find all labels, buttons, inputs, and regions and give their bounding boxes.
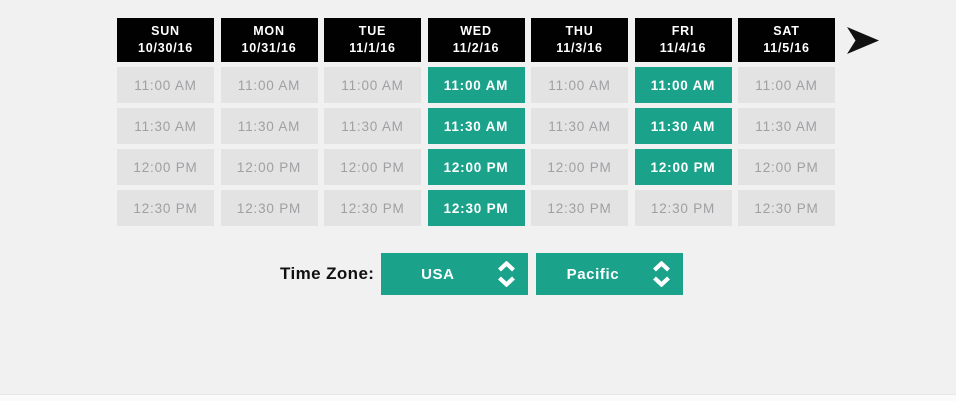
day-name: MON: [253, 24, 285, 39]
time-slot-wed-1200pm[interactable]: 12:00 PM: [427, 149, 525, 185]
updown-chevrons-icon: [498, 261, 516, 287]
time-slot-fri-1230pm[interactable]: 12:30 PM: [634, 190, 732, 226]
time-slot-mon-1130am[interactable]: 11:30 AM: [220, 108, 318, 144]
time-slot-thu-1230pm[interactable]: 12:30 PM: [531, 190, 628, 226]
time-slot-mon-1100am[interactable]: 11:00 AM: [220, 67, 318, 103]
timezone-region-select[interactable]: Pacific: [536, 253, 684, 295]
time-slot-sat-1230pm[interactable]: 12:30 PM: [738, 190, 835, 226]
day-header-sat: SAT 11/5/16: [738, 18, 835, 62]
next-week-button[interactable]: [847, 27, 879, 54]
day-name: WED: [460, 24, 492, 39]
day-date: 10/31/16: [241, 41, 297, 55]
day-header-fri: FRI 11/4/16: [634, 18, 732, 62]
time-slot-mon-1200pm[interactable]: 12:00 PM: [220, 149, 318, 185]
time-slot-fri-1130am[interactable]: 11:30 AM: [634, 108, 732, 144]
timezone-country-value: USA: [421, 265, 455, 283]
day-name: FRI: [671, 24, 695, 39]
time-slot-wed-1100am[interactable]: 11:00 AM: [427, 67, 525, 103]
timezone-label: Time Zone:: [280, 264, 375, 283]
time-slot-tue-1130am[interactable]: 11:30 AM: [324, 108, 421, 144]
day-date: 11/5/16: [763, 41, 810, 55]
time-slot-thu-1130am[interactable]: 11:30 AM: [531, 108, 628, 144]
time-slot-wed-1130am[interactable]: 11:30 AM: [427, 108, 525, 144]
day-date: 11/3/16: [556, 41, 603, 55]
time-slot-sun-1130am[interactable]: 11:30 AM: [117, 108, 214, 144]
schedule-widget: SUN 10/30/16 MON 10/31/16 TUE 11/1/16 WED 11/2/…: [117, 18, 879, 226]
time-slot-sun-1200pm[interactable]: 12:00 PM: [117, 149, 214, 185]
time-slot-sat-1130am[interactable]: 11:30 AM: [738, 108, 835, 144]
time-slot-wed-1230pm[interactable]: 12:30 PM: [427, 190, 525, 226]
updown-chevrons-icon: [653, 261, 671, 287]
day-header-thu: THU 11/3/16: [531, 18, 628, 62]
day-name: TUE: [358, 24, 387, 39]
day-date: 11/1/16: [349, 41, 396, 55]
day-name: SUN: [151, 24, 180, 39]
day-header-tue: TUE 11/1/16: [324, 18, 421, 62]
timezone-country-select[interactable]: USA: [381, 253, 529, 295]
time-slot-tue-1200pm[interactable]: 12:00 PM: [324, 149, 421, 185]
day-header-sun: SUN 10/30/16: [117, 18, 214, 62]
schedule-grid: SUN 10/30/16 MON 10/31/16 TUE 11/1/16 WED 11/2/…: [117, 18, 835, 226]
time-slot-sun-1100am[interactable]: 11:00 AM: [117, 67, 214, 103]
right-arrow-icon: [847, 27, 879, 54]
day-date: 11/4/16: [659, 41, 707, 55]
timezone-row: Time Zone: USA Pacific: [280, 253, 691, 295]
time-slot-fri-1200pm[interactable]: 12:00 PM: [634, 149, 732, 185]
time-slot-thu-1200pm[interactable]: 12:00 PM: [531, 149, 628, 185]
day-header-mon: MON 10/31/16: [220, 18, 318, 62]
time-slot-sun-1230pm[interactable]: 12:30 PM: [117, 190, 214, 226]
bottom-divider: [0, 394, 956, 401]
time-slot-tue-1230pm[interactable]: 12:30 PM: [324, 190, 421, 226]
time-slot-tue-1100am[interactable]: 11:00 AM: [324, 67, 421, 103]
time-slot-thu-1100am[interactable]: 11:00 AM: [531, 67, 628, 103]
day-name: SAT: [773, 24, 800, 39]
time-slot-mon-1230pm[interactable]: 12:30 PM: [220, 190, 318, 226]
day-name: THU: [565, 24, 594, 39]
day-date: 11/2/16: [452, 41, 500, 55]
time-slot-sat-1200pm[interactable]: 12:00 PM: [738, 149, 835, 185]
timezone-region-value: Pacific: [566, 265, 620, 283]
day-date: 10/30/16: [137, 41, 194, 55]
day-header-wed: WED 11/2/16: [427, 18, 525, 62]
time-slot-sat-1100am[interactable]: 11:00 AM: [738, 67, 835, 103]
time-slot-fri-1100am[interactable]: 11:00 AM: [634, 67, 732, 103]
